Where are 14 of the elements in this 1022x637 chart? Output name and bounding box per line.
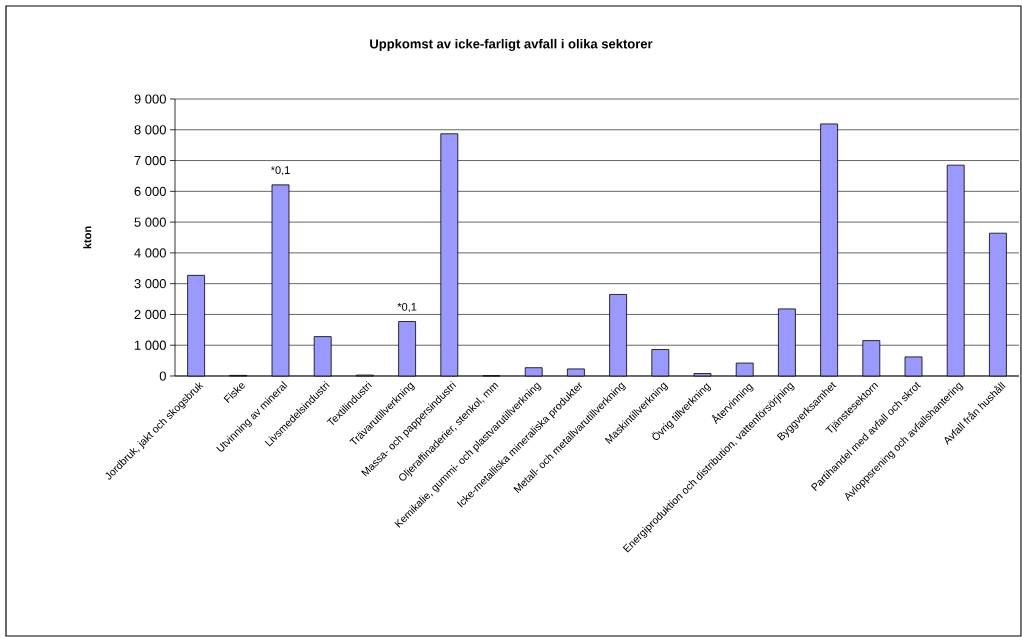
chart-title: Uppkomst av icke-farligt avfall i olika sektorer xyxy=(370,38,653,52)
y-tick-label: 4 000 xyxy=(134,248,166,258)
y-axis-title: kton xyxy=(83,226,92,249)
y-tick-label: 1 000 xyxy=(134,340,166,350)
y-tick-label: 0 xyxy=(159,371,166,381)
y-tick-label: 9 000 xyxy=(134,94,166,104)
y-tick-label: 6 000 xyxy=(134,186,166,196)
annotation: *0,1 xyxy=(270,166,290,176)
y-tick-label: 7 000 xyxy=(134,155,166,166)
y-tick-label: 5 000 xyxy=(134,217,166,227)
y-tick-label: 8 000 xyxy=(134,125,166,135)
y-tick-label: 3 000 xyxy=(134,279,166,289)
annotation: *0,1 xyxy=(397,302,417,312)
y-tick-label: 2 000 xyxy=(134,309,166,320)
